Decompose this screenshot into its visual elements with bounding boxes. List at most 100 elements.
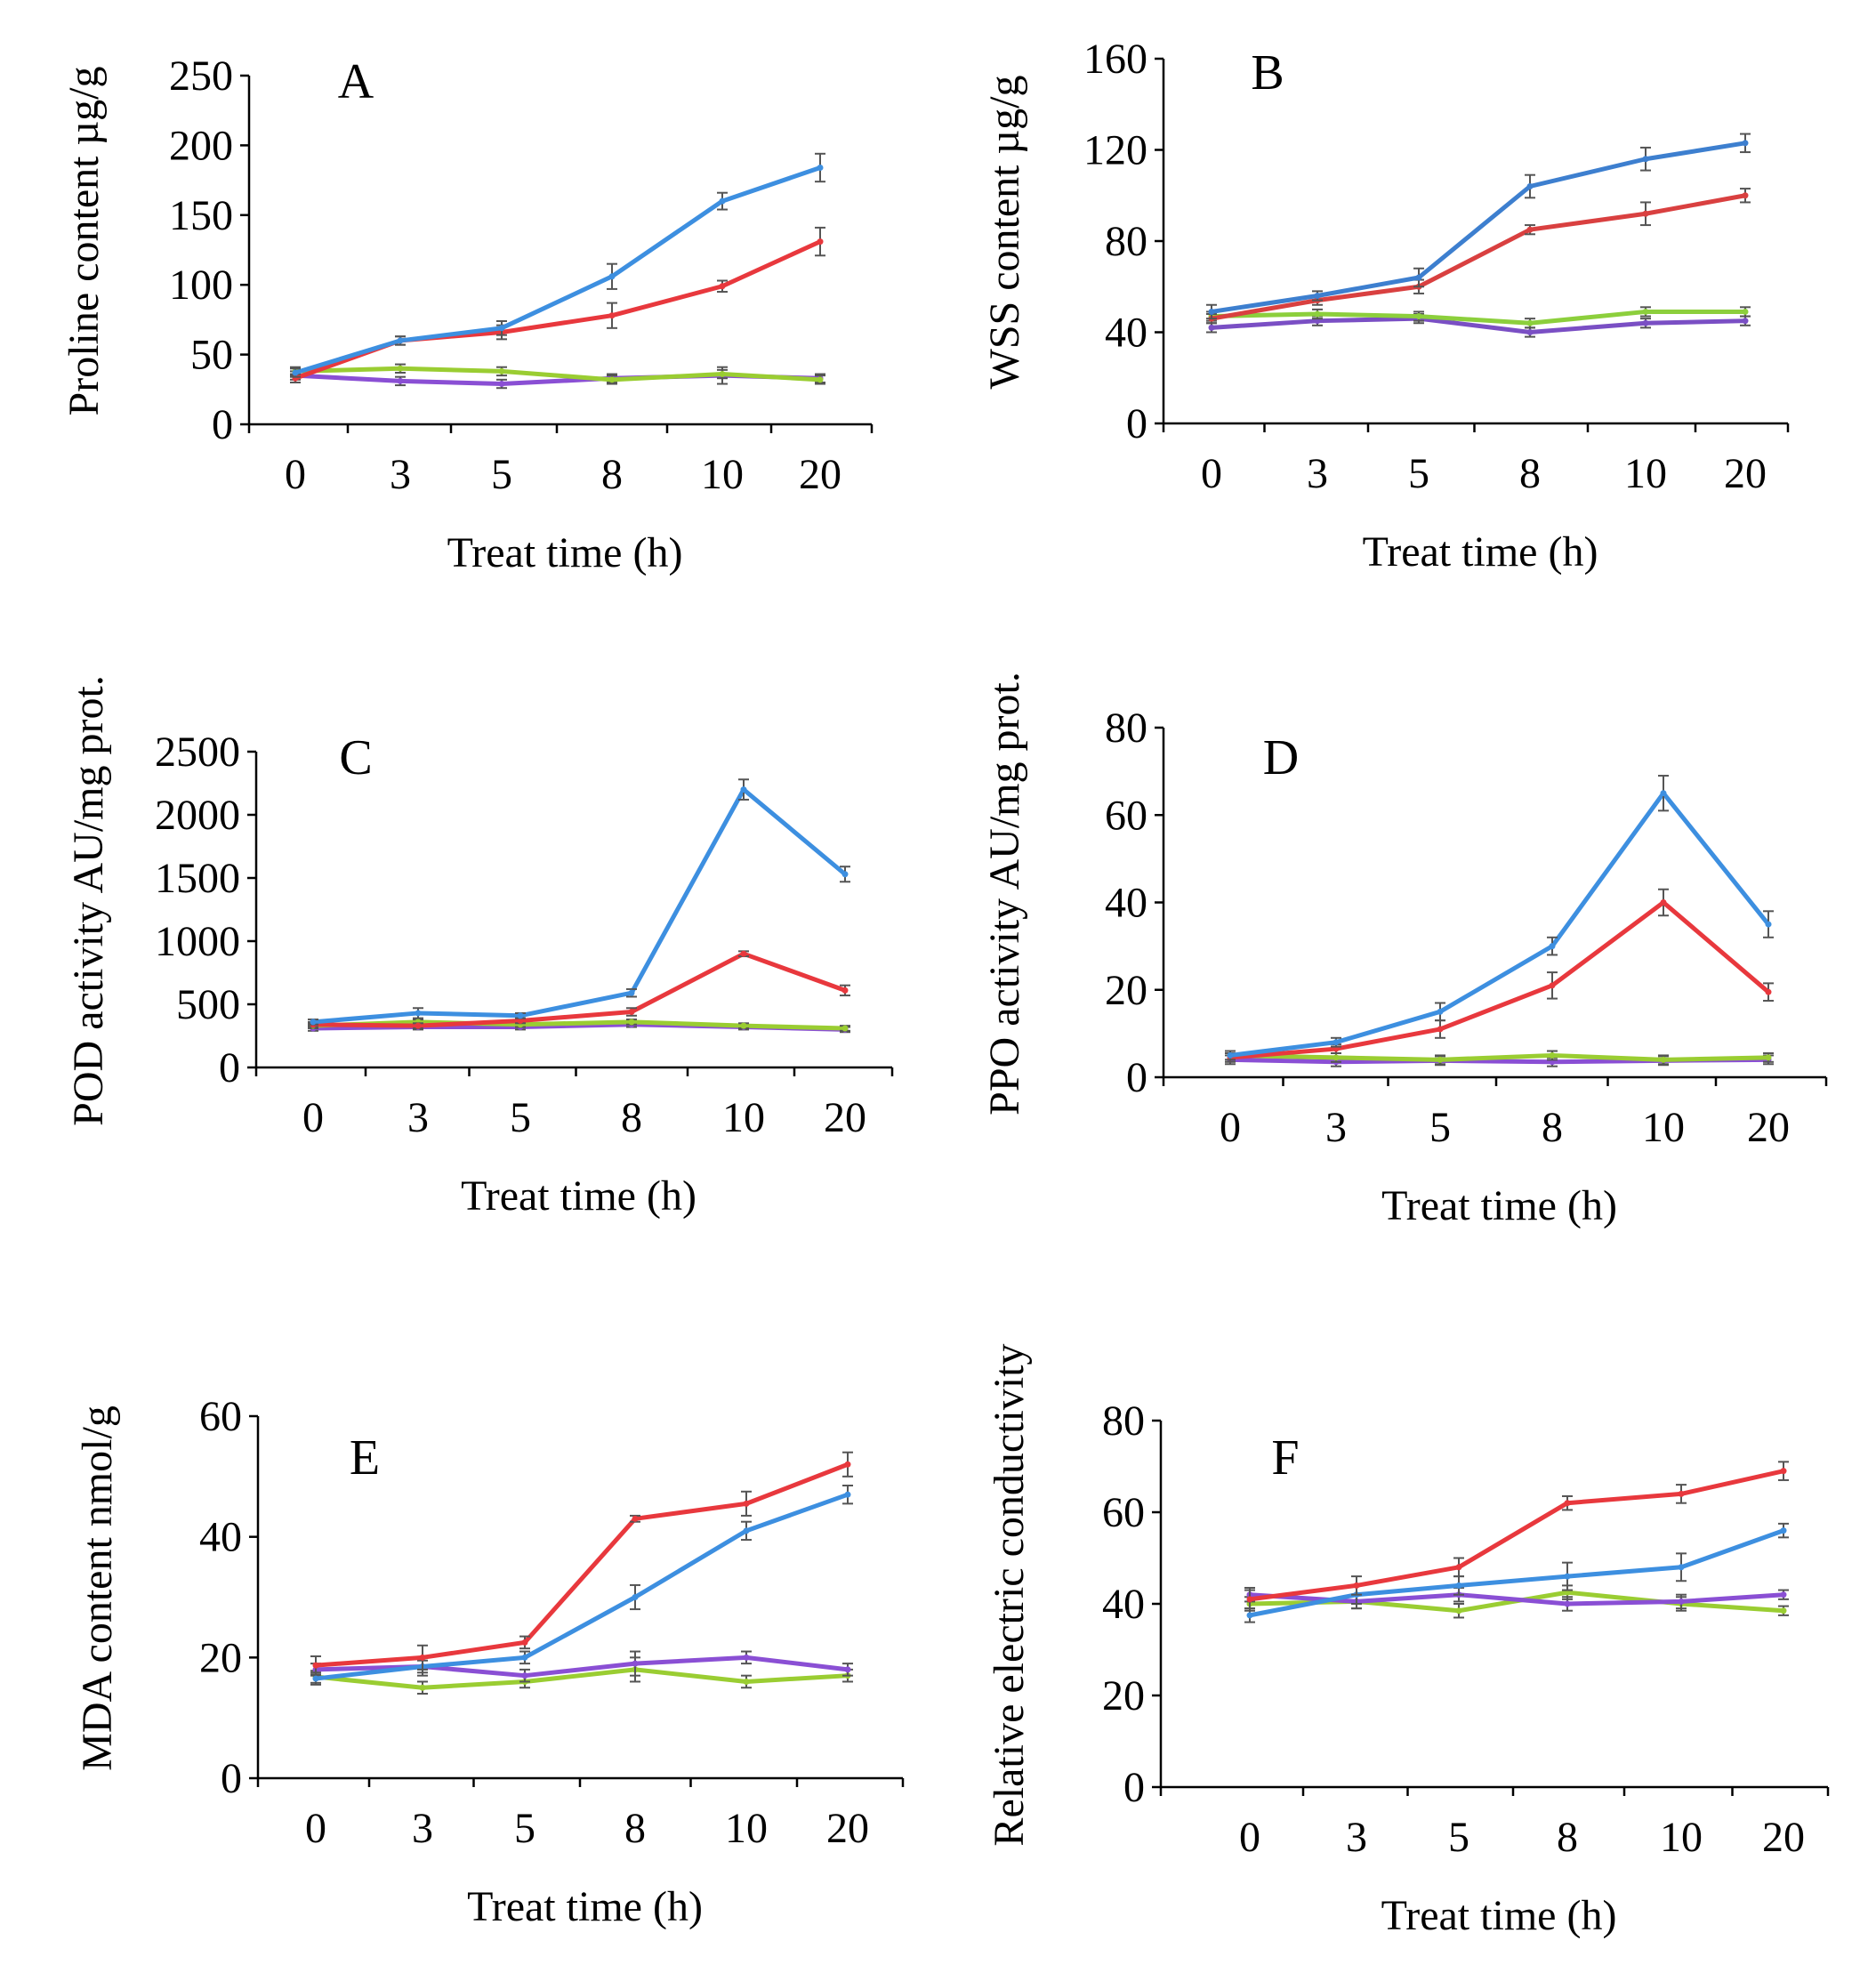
data-point xyxy=(1642,308,1649,315)
x-tick-label: 10 xyxy=(1642,1104,1685,1151)
data-point xyxy=(632,1660,639,1667)
data-point xyxy=(632,1515,639,1522)
data-point xyxy=(1314,310,1321,318)
series-line-red xyxy=(313,1462,850,1668)
x-axis-title: Treat time (h) xyxy=(1381,1892,1617,1939)
data-point xyxy=(415,1010,422,1017)
data-point xyxy=(608,312,616,319)
series-blue xyxy=(1225,775,1774,1061)
y-tick-label: 1500 xyxy=(155,855,240,902)
data-point xyxy=(1660,790,1667,797)
x-tick-label: 5 xyxy=(510,1094,531,1141)
data-point xyxy=(628,1009,635,1016)
x-tick-label: 0 xyxy=(285,451,306,498)
data-point xyxy=(740,950,747,957)
data-point xyxy=(740,786,747,793)
data-point xyxy=(841,871,849,878)
series-blue xyxy=(1206,133,1751,320)
x-tick-label: 10 xyxy=(701,451,744,498)
data-point xyxy=(743,1678,750,1685)
data-point xyxy=(1642,319,1649,326)
data-point xyxy=(740,1022,747,1029)
data-point xyxy=(1549,1051,1556,1059)
y-tick-label: 0 xyxy=(212,401,233,448)
panel-f: 0 20 40 60 80 0 3 5 8 10 20 Treat time (h) Relative … xyxy=(986,1343,1830,1939)
y-tick-label: 80 xyxy=(1105,705,1147,752)
series-line-green xyxy=(293,366,823,383)
series-green xyxy=(310,1656,853,1695)
x-axis-title: Treat time (h) xyxy=(1381,1182,1617,1229)
data-point xyxy=(1246,1612,1253,1619)
series-line-blue xyxy=(293,165,823,375)
x-tick-label: 3 xyxy=(412,1805,433,1852)
series-line-blue xyxy=(310,787,848,1025)
data-point xyxy=(498,325,505,332)
data-point xyxy=(1564,1600,1571,1607)
series-line-green xyxy=(310,1019,848,1031)
data-point xyxy=(719,197,726,205)
data-point xyxy=(1742,308,1749,315)
data-point xyxy=(1455,1582,1462,1589)
y-tick-label: 250 xyxy=(169,52,233,100)
y-tick-label: 40 xyxy=(199,1514,242,1561)
data-point xyxy=(1780,1527,1787,1534)
x-tick-label: 5 xyxy=(514,1805,535,1852)
y-tick-label: 1000 xyxy=(155,918,240,965)
x-tick-label: 3 xyxy=(1346,1814,1367,1861)
data-point xyxy=(1564,1573,1571,1580)
series-line-red xyxy=(293,239,823,381)
data-point xyxy=(817,238,824,246)
data-point xyxy=(1780,1607,1787,1615)
data-point xyxy=(1642,210,1649,217)
data-point xyxy=(1780,1591,1787,1599)
x-tick-label: 5 xyxy=(1408,450,1429,497)
data-point xyxy=(1642,156,1649,163)
series-line-blue xyxy=(1247,1528,1786,1618)
data-point xyxy=(517,1017,524,1024)
x-tick-label: 20 xyxy=(1724,450,1767,497)
series-line-red xyxy=(1247,1469,1786,1602)
data-point xyxy=(1660,899,1667,906)
panel-letter: C xyxy=(339,730,372,785)
x-tick-label: 10 xyxy=(722,1094,765,1141)
x-axis-title: Treat time (h) xyxy=(1363,528,1598,576)
x-axis-title: Treat time (h) xyxy=(447,529,683,576)
y-tick-label: 60 xyxy=(1102,1489,1145,1536)
data-point xyxy=(1437,1026,1444,1033)
data-point xyxy=(844,1666,851,1673)
x-tick-label: 8 xyxy=(601,451,623,498)
data-point xyxy=(1742,318,1749,325)
data-point xyxy=(1765,1054,1772,1061)
series-line-purple xyxy=(1247,1592,1786,1607)
panel-e: 0 20 40 60 0 3 5 8 10 20 Treat time (h) MDA content… xyxy=(74,1393,905,1930)
series-line-blue xyxy=(1209,141,1748,314)
data-point xyxy=(419,1654,426,1661)
x-tick-label: 20 xyxy=(824,1094,866,1141)
series-line-green xyxy=(1228,1052,1771,1062)
series-line-red xyxy=(1228,900,1771,1060)
panel-a: 0 50 100 150 200 250 0 3 5 8 10 20 Treat time (h) Pro… xyxy=(60,52,874,576)
series-red xyxy=(308,950,850,1029)
data-point xyxy=(1549,943,1556,950)
y-tick-label: 160 xyxy=(1083,36,1147,83)
series-purple xyxy=(1206,313,1751,338)
y-tick-label: 100 xyxy=(169,262,233,309)
y-axis-title: WSS content µg/g xyxy=(981,76,1028,390)
data-point xyxy=(608,376,616,383)
data-point xyxy=(1549,982,1556,989)
data-point xyxy=(1437,1056,1444,1063)
data-point xyxy=(1314,293,1321,299)
data-point xyxy=(312,1662,319,1669)
panel-c: 0 500 1000 1500 2000 2500 0 3 5 8 10 20 Treat time (… xyxy=(65,675,894,1220)
data-point xyxy=(1208,324,1215,331)
series-line-purple xyxy=(1209,316,1748,334)
panel-d: 0 20 40 60 80 0 3 5 8 10 20 Treat time (h) PPO activ… xyxy=(981,672,1828,1229)
data-point xyxy=(498,367,505,374)
y-tick-label: 150 xyxy=(169,192,233,239)
data-point xyxy=(608,273,616,280)
series-line-blue xyxy=(313,1492,850,1681)
panel-b: 0 40 80 120 160 0 3 5 8 10 20 Treat time (h) WSS con… xyxy=(981,36,1790,576)
y-tick-label: 40 xyxy=(1105,310,1147,357)
x-tick-label: 3 xyxy=(1307,450,1328,497)
data-point xyxy=(1780,1468,1787,1475)
